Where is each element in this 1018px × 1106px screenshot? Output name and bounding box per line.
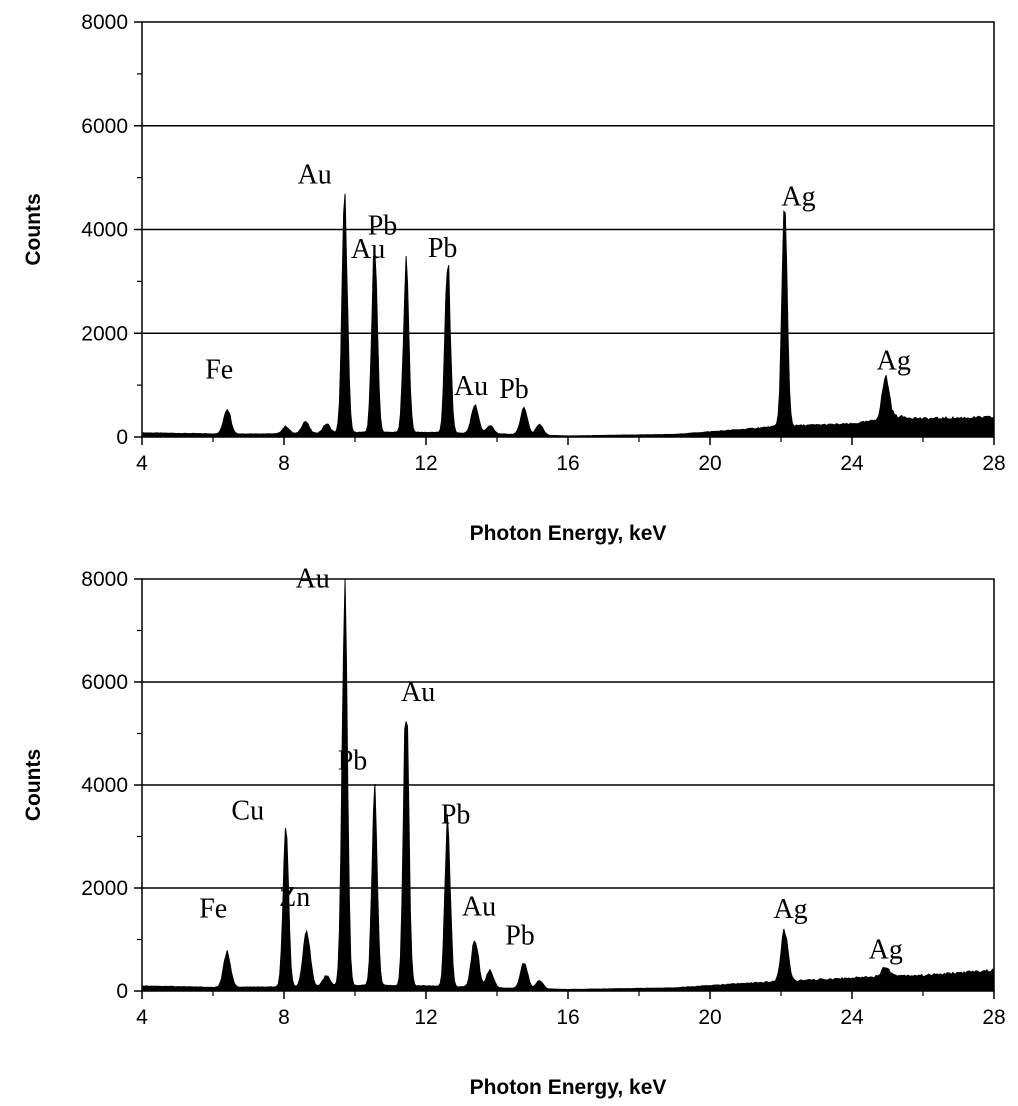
x-tick-label: 16 — [556, 452, 579, 475]
x-tick-label: 24 — [840, 1006, 864, 1029]
peak-label-cu: Cu — [231, 795, 264, 826]
peak-label-pb: Pb — [338, 745, 368, 776]
peak-label-pb: Pb — [368, 210, 398, 241]
y-tick-label: 4000 — [81, 774, 128, 797]
y-tick-label: 4000 — [81, 219, 128, 242]
x-tick-label: 8 — [278, 452, 290, 475]
peak-label-ag: Ag — [877, 345, 911, 376]
x-tick-label: 12 — [414, 1006, 437, 1029]
peak-label-fe: Fe — [205, 354, 233, 385]
y-tick-label: 0 — [116, 426, 128, 449]
peak-label-ag: Ag — [869, 934, 903, 965]
peak-label-fe: Fe — [199, 893, 227, 924]
spectrum-area — [141, 193, 995, 438]
y-tick-label: 2000 — [81, 322, 128, 345]
peak-label-au: Au — [298, 160, 332, 191]
y-tick-label: 6000 — [81, 671, 128, 694]
y-tick-label: 2000 — [81, 877, 128, 900]
peak-label-zn: Zn — [279, 882, 310, 913]
y-tick-label: 8000 — [81, 568, 128, 591]
x-tick-label: 28 — [982, 452, 1005, 475]
x-tick-label: 16 — [556, 1006, 579, 1029]
spectrum-chart-bottom: FeCuZnAuPbAuPbAuPbAgAg020004000600080004… — [22, 564, 1006, 1099]
x-tick-label: 20 — [698, 452, 721, 475]
x-tick-label: 20 — [698, 1006, 721, 1029]
x-tick-label: 4 — [136, 452, 148, 475]
x-axis-label: Photon Energy, keV — [470, 522, 667, 545]
x-tick-label: 24 — [840, 452, 864, 475]
x-axis-label: Photon Energy, keV — [470, 1076, 667, 1099]
y-tick-label: 0 — [116, 980, 128, 1003]
peak-label-ag: Ag — [781, 181, 815, 212]
spectrum-area — [141, 578, 995, 992]
peak-label-au: Au — [401, 677, 435, 708]
x-tick-label: 28 — [982, 1006, 1005, 1029]
peak-label-au: Au — [462, 892, 496, 923]
y-axis-label: Counts — [22, 193, 45, 265]
peak-label-pb: Pb — [499, 374, 529, 405]
y-axis-label: Counts — [22, 749, 45, 821]
x-tick-label: 12 — [414, 452, 437, 475]
peak-label-pb: Pb — [441, 800, 471, 831]
peak-label-au: Au — [351, 234, 385, 265]
x-tick-label: 8 — [278, 1006, 290, 1029]
y-tick-label: 6000 — [81, 115, 128, 138]
y-tick-label: 8000 — [81, 11, 128, 34]
peak-label-au: Au — [454, 371, 488, 402]
x-tick-label: 4 — [136, 1006, 148, 1029]
peak-label-pb: Pb — [505, 921, 535, 952]
peak-label-ag: Ag — [773, 894, 807, 925]
peak-label-pb: Pb — [428, 233, 458, 264]
